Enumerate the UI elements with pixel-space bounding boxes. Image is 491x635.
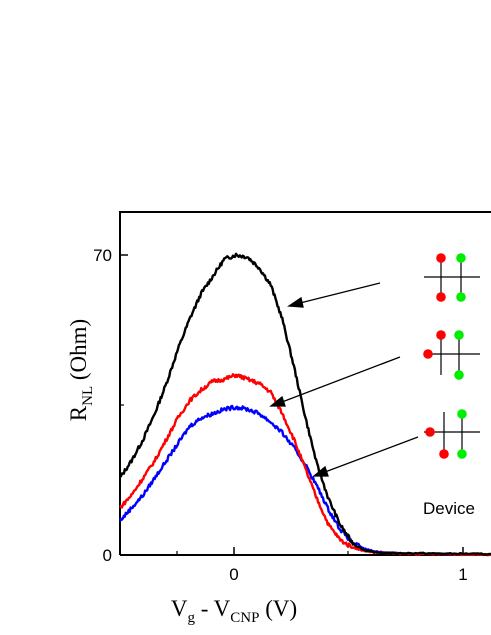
y-axis-label-unit: (Ohm): [66, 319, 91, 386]
arrow-black-head: [287, 296, 304, 308]
device-3-green-top: [457, 409, 467, 419]
x-tick-label-1: 1: [458, 565, 467, 584]
device-icon-2: [423, 330, 480, 380]
x-axis-label: Vg - VCNP (V): [171, 596, 297, 626]
plot-frame: [119, 211, 491, 555]
series-black-line: [119, 252, 491, 556]
device-2-green-top: [454, 330, 464, 340]
device-label: Device: [423, 499, 475, 518]
device-3-red-bottom: [439, 449, 449, 459]
x-axis-label-sub2: CNP: [230, 610, 259, 626]
annotation-arrows: [269, 282, 419, 477]
device-icon-3: [424, 409, 480, 459]
device-2-green-bottom: [454, 370, 464, 380]
arrow-black-line: [299, 282, 381, 304]
device-3-red-left: [425, 427, 435, 437]
arrow-blue-line: [324, 436, 419, 473]
y-axis-label-sub: NL: [80, 386, 96, 406]
device-1-green-bottom: [456, 292, 466, 302]
device-2-red-left: [423, 349, 433, 359]
arrow-blue-head: [312, 465, 329, 477]
x-tick-label-0: 0: [229, 565, 238, 584]
device-3-green-bottom: [457, 449, 467, 459]
x-axis-label-main: V: [171, 596, 188, 621]
arrow-red-line: [281, 356, 401, 403]
device-1-green-top: [456, 253, 466, 263]
series-blue-line: [118, 404, 491, 557]
arrow-red-head: [269, 395, 286, 407]
y-axis-label-main: R: [66, 405, 91, 421]
x-axis-label-sub1: g: [187, 610, 195, 626]
x-axis-label-mid: - V: [195, 596, 231, 621]
y-tick-label-0: 0: [103, 546, 112, 565]
y-axis-label: RNL (Ohm): [66, 319, 96, 421]
x-axis-label-unit: (V): [259, 596, 297, 621]
device-icon-1: [424, 253, 480, 302]
y-tick-label-70: 70: [93, 246, 112, 265]
device-1-red-top: [436, 253, 446, 263]
device-2-red-top: [436, 330, 446, 340]
device-1-red-bottom: [436, 292, 446, 302]
